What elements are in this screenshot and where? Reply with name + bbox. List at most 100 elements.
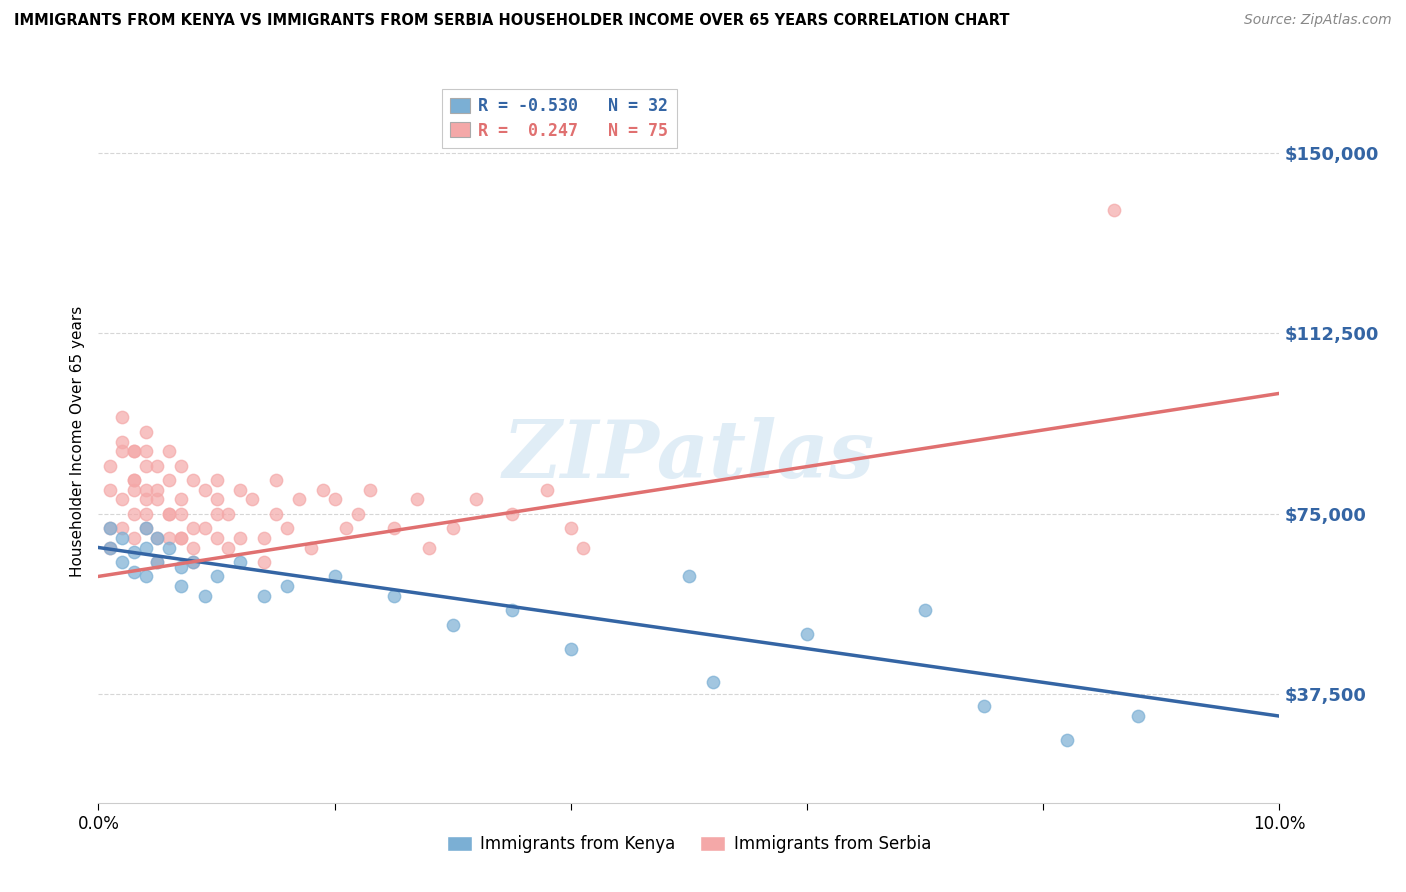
Point <box>157 541 180 555</box>
Point <box>312 483 335 497</box>
Point <box>146 458 169 473</box>
Point <box>253 531 276 545</box>
Point <box>217 507 239 521</box>
Point <box>98 521 121 535</box>
Point <box>194 521 217 535</box>
Point <box>122 444 145 458</box>
Point <box>135 483 157 497</box>
Point <box>170 559 193 574</box>
Point <box>135 444 157 458</box>
Point <box>122 545 145 559</box>
Point <box>501 603 523 617</box>
Point <box>194 589 217 603</box>
Point <box>299 541 322 555</box>
Point <box>157 507 180 521</box>
Point <box>914 603 936 617</box>
Point <box>157 473 180 487</box>
Point <box>382 521 405 535</box>
Point <box>146 531 169 545</box>
Point <box>418 541 440 555</box>
Point <box>441 617 464 632</box>
Point <box>465 492 488 507</box>
Point <box>1102 203 1125 218</box>
Point <box>170 579 193 593</box>
Point <box>276 579 298 593</box>
Point <box>122 565 145 579</box>
Point <box>146 492 169 507</box>
Point <box>536 483 558 497</box>
Point <box>157 444 180 458</box>
Point <box>441 521 464 535</box>
Point <box>157 531 180 545</box>
Point <box>359 483 381 497</box>
Point <box>111 531 134 545</box>
Y-axis label: Householder Income Over 65 years: Householder Income Over 65 years <box>69 306 84 577</box>
Point <box>229 555 252 569</box>
Point <box>170 507 193 521</box>
Point <box>678 569 700 583</box>
Point <box>501 507 523 521</box>
Point <box>181 555 204 569</box>
Point <box>560 521 582 535</box>
Point <box>571 541 593 555</box>
Point <box>157 507 180 521</box>
Point <box>181 473 204 487</box>
Point <box>1056 733 1078 747</box>
Point <box>229 531 252 545</box>
Point <box>181 521 204 535</box>
Point <box>98 541 121 555</box>
Point <box>229 483 252 497</box>
Point <box>122 473 145 487</box>
Point <box>1126 709 1149 723</box>
Point <box>111 444 134 458</box>
Point <box>122 507 145 521</box>
Point <box>146 555 169 569</box>
Point <box>135 458 157 473</box>
Point <box>264 473 287 487</box>
Point <box>205 507 228 521</box>
Point <box>973 699 995 714</box>
Text: Source: ZipAtlas.com: Source: ZipAtlas.com <box>1244 13 1392 28</box>
Point <box>323 492 346 507</box>
Point <box>111 434 134 449</box>
Point <box>205 569 228 583</box>
Point <box>335 521 357 535</box>
Point <box>122 531 145 545</box>
Point <box>111 410 134 425</box>
Point <box>253 589 276 603</box>
Point <box>288 492 311 507</box>
Point <box>146 531 169 545</box>
Text: IMMIGRANTS FROM KENYA VS IMMIGRANTS FROM SERBIA HOUSEHOLDER INCOME OVER 65 YEARS: IMMIGRANTS FROM KENYA VS IMMIGRANTS FROM… <box>14 13 1010 29</box>
Point <box>323 569 346 583</box>
Point <box>98 541 121 555</box>
Point <box>796 627 818 641</box>
Point <box>276 521 298 535</box>
Point <box>111 521 134 535</box>
Point <box>135 521 157 535</box>
Point <box>135 425 157 439</box>
Point <box>205 473 228 487</box>
Point <box>560 641 582 656</box>
Point <box>181 555 204 569</box>
Point <box>264 507 287 521</box>
Point <box>194 483 217 497</box>
Point <box>205 531 228 545</box>
Point <box>217 541 239 555</box>
Point <box>382 589 405 603</box>
Point <box>240 492 263 507</box>
Point <box>98 483 121 497</box>
Point <box>146 555 169 569</box>
Point <box>135 507 157 521</box>
Point <box>135 569 157 583</box>
Point <box>98 458 121 473</box>
Point <box>170 492 193 507</box>
Point <box>347 507 370 521</box>
Point <box>122 473 145 487</box>
Legend: Immigrants from Kenya, Immigrants from Serbia: Immigrants from Kenya, Immigrants from S… <box>440 828 938 860</box>
Point <box>111 492 134 507</box>
Text: ZIPatlas: ZIPatlas <box>503 417 875 495</box>
Point <box>253 555 276 569</box>
Point <box>135 521 157 535</box>
Point <box>170 531 193 545</box>
Point <box>702 675 724 690</box>
